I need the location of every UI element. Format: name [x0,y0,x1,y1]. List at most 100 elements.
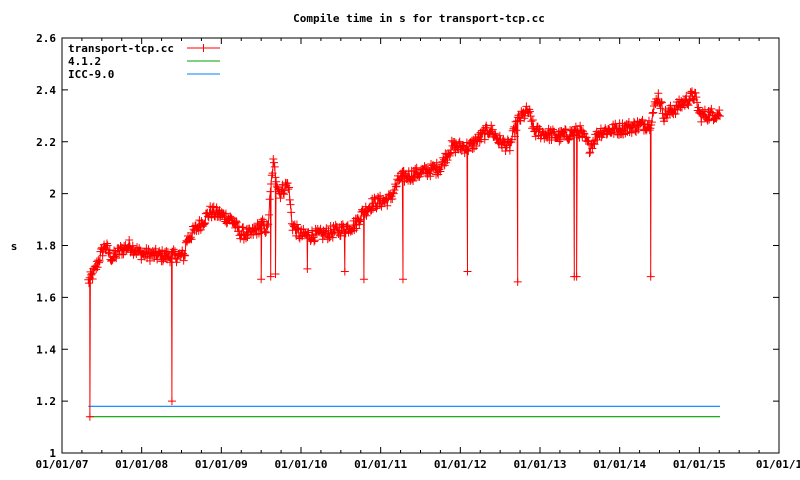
data-point-marker [200,219,209,228]
data-point-marker [269,158,278,167]
data-point-marker [262,228,271,237]
x-tick-label: 01/01/10 [275,458,328,471]
data-point-marker [553,133,562,142]
x-tick-label: 01/01/12 [434,458,487,471]
data-point-marker [271,173,280,182]
data-point-marker [582,133,591,142]
data-point-marker [370,193,379,202]
data-point-marker [95,258,104,267]
data-point-marker [87,270,96,279]
data-point-marker [264,210,273,219]
data-point-marker [98,251,107,260]
data-point-marker [395,176,404,185]
data-point-marker [133,243,142,252]
data-point-marker [87,269,96,278]
data-point-marker [187,235,196,244]
data-point-marker [269,155,278,164]
x-tick-label: 01/01/15 [673,458,726,471]
data-point-marker [657,97,666,106]
data-point-marker [621,129,630,138]
data-point-marker [632,123,641,132]
data-point-marker [350,226,359,235]
data-point-marker [92,265,101,274]
data-point-marker [287,208,296,217]
data-point-marker [585,149,594,158]
data-point-marker [346,227,355,236]
data-point-marker [593,136,602,145]
data-point-marker [693,98,702,107]
data-point-marker [656,104,665,113]
data-point-marker [343,221,352,230]
data-point-marker [638,115,647,124]
y-axis-label: s [11,240,18,253]
data-point-marker [632,127,641,136]
data-point-marker [541,130,550,139]
data-point-marker [714,111,723,120]
data-point-marker [170,250,179,259]
data-point-marker [646,272,655,281]
data-point-marker [527,117,536,126]
data-point-marker [264,220,273,229]
data-point-marker [528,115,537,124]
data-point-marker [403,172,412,181]
data-point-marker [85,279,94,288]
y-tick-label: 1.8 [36,240,56,253]
data-point-marker [117,250,126,259]
legend-label-icc-9-0: ICC-9.0 [68,68,114,81]
data-point-marker [181,251,190,260]
data-point-marker [458,141,467,150]
data-point-marker [169,245,178,254]
data-point-marker [292,220,301,229]
data-point-marker [654,89,663,98]
data-point-marker [185,234,194,243]
data-point-marker [105,249,114,258]
data-point-marker [272,177,281,186]
data-point-marker [266,272,275,281]
data-point-marker [261,228,270,237]
data-point-marker [411,164,420,173]
y-tick-label: 2.6 [36,32,56,45]
data-point-marker [265,195,274,204]
data-point-marker [438,157,447,166]
data-point-marker [286,200,295,209]
data-point-marker [443,156,452,165]
data-point-marker [627,128,636,137]
data-point-marker [475,137,484,146]
data-point-marker [383,201,392,210]
data-point-marker [142,244,151,253]
data-point-marker [629,117,638,126]
data-point-marker [145,256,154,265]
data-point-marker [389,189,398,198]
data-point-marker [172,258,181,267]
data-point-marker [274,185,283,194]
data-point-marker [340,267,349,276]
data-point-marker [555,137,564,146]
y-tick-label: 1.4 [36,343,56,356]
data-point-marker [655,99,664,108]
data-point-marker [272,182,281,191]
data-point-marker [267,180,276,189]
data-point-marker [230,219,239,228]
data-point-marker [648,109,657,118]
data-point-marker [362,211,371,220]
data-point-marker [85,412,94,421]
data-point-marker [472,141,481,150]
data-point-marker [392,182,401,191]
data-point-marker [619,130,628,139]
data-point-marker [205,209,214,218]
data-point-marker [401,171,410,180]
data-point-marker [609,120,618,129]
data-point-marker [284,185,293,194]
data-point-marker [586,148,595,157]
y-tick-label: 1 [49,447,56,460]
data-point-marker [285,183,294,192]
data-point-marker [686,88,695,97]
data-point-marker [530,127,539,136]
data-point-marker [482,123,491,132]
data-point-marker [547,135,556,144]
data-point-marker [692,93,701,102]
data-point-marker [445,151,454,160]
x-tick-label: 01/01/13 [514,458,567,471]
data-point-marker [155,250,164,259]
data-point-marker [561,125,570,134]
